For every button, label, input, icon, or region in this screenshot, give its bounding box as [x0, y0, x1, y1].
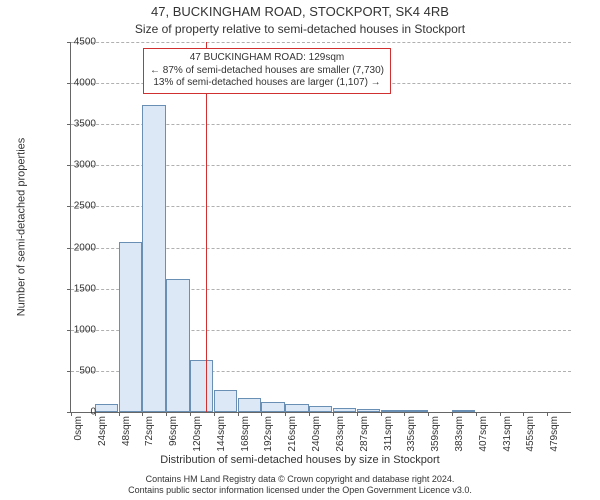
y-tick-label: 3000 [66, 160, 96, 171]
x-tick-label: 455sqm [525, 416, 536, 452]
x-tick-label: 383sqm [454, 416, 465, 452]
chart-title-sub: Size of property relative to semi-detach… [0, 22, 600, 36]
histogram-bar [214, 390, 237, 412]
x-tick-mark [381, 412, 382, 416]
annotation-line: ← 87% of semi-detached houses are smalle… [150, 65, 384, 78]
x-tick-mark [428, 412, 429, 416]
histogram-bar [190, 360, 213, 412]
annotation-line: 47 BUCKINGHAM ROAD: 129sqm [150, 52, 384, 65]
annotation-box: 47 BUCKINGHAM ROAD: 129sqm← 87% of semi-… [143, 48, 391, 94]
x-tick-mark [452, 412, 453, 416]
histogram-bar [452, 410, 475, 412]
x-tick-label: 479sqm [549, 416, 560, 452]
y-tick-label: 1000 [66, 324, 96, 335]
x-tick-label: 263sqm [335, 416, 346, 452]
y-tick-label: 4500 [66, 37, 96, 48]
histogram-bar [95, 404, 118, 412]
x-tick-label: 168sqm [240, 416, 251, 452]
x-tick-label: 96sqm [168, 416, 179, 446]
x-tick-label: 144sqm [216, 416, 227, 452]
y-tick-label: 2000 [66, 242, 96, 253]
x-tick-mark [476, 412, 477, 416]
x-tick-label: 359sqm [430, 416, 441, 452]
histogram-bar [357, 409, 380, 412]
y-tick-label: 4000 [66, 78, 96, 89]
x-axis-label: Distribution of semi-detached houses by … [0, 454, 600, 466]
histogram-bar [119, 242, 142, 412]
x-tick-mark [357, 412, 358, 416]
histogram-bar [309, 406, 332, 412]
x-tick-label: 335sqm [406, 416, 417, 452]
footer-line-1: Contains HM Land Registry data © Crown c… [0, 474, 600, 485]
x-tick-label: 72sqm [144, 416, 155, 446]
x-tick-label: 192sqm [263, 416, 274, 452]
x-tick-label: 48sqm [121, 416, 132, 446]
y-tick-label: 3500 [66, 119, 96, 130]
y-axis-label: Number of semi-detached properties [14, 42, 28, 412]
x-tick-mark [119, 412, 120, 416]
x-tick-mark [190, 412, 191, 416]
x-tick-label: 431sqm [502, 416, 513, 452]
x-tick-label: 0sqm [73, 416, 84, 440]
reference-line [206, 42, 207, 412]
histogram-bar [261, 402, 284, 412]
histogram-bar [142, 105, 165, 413]
histogram-bar [285, 404, 308, 412]
x-tick-mark [238, 412, 239, 416]
histogram-bar [381, 410, 404, 412]
chart-title-main: 47, BUCKINGHAM ROAD, STOCKPORT, SK4 4RB [0, 4, 600, 19]
y-tick-label: 1500 [66, 283, 96, 294]
property-size-chart: 47, BUCKINGHAM ROAD, STOCKPORT, SK4 4RB … [0, 0, 600, 500]
x-tick-mark [214, 412, 215, 416]
histogram-bar [238, 398, 261, 412]
x-tick-label: 287sqm [359, 416, 370, 452]
plot-area: 47 BUCKINGHAM ROAD: 129sqm← 87% of semi-… [70, 42, 571, 413]
histogram-bar [333, 408, 356, 412]
x-tick-mark [309, 412, 310, 416]
x-tick-label: 311sqm [383, 416, 394, 451]
x-tick-label: 216sqm [287, 416, 298, 452]
x-tick-label: 240sqm [311, 416, 322, 452]
y-tick-label: 500 [66, 365, 96, 376]
histogram-bar [404, 410, 427, 412]
y-tick-label: 2500 [66, 201, 96, 212]
histogram-bar [166, 279, 189, 412]
x-tick-label: 407sqm [478, 416, 489, 452]
chart-footer: Contains HM Land Registry data © Crown c… [0, 474, 600, 496]
footer-line-2: Contains public sector information licen… [0, 485, 600, 496]
x-tick-label: 120sqm [192, 416, 203, 452]
x-tick-label: 24sqm [97, 416, 108, 446]
x-tick-mark [500, 412, 501, 416]
gridline [71, 42, 571, 43]
annotation-line: 13% of semi-detached houses are larger (… [150, 77, 384, 90]
x-tick-mark [333, 412, 334, 416]
